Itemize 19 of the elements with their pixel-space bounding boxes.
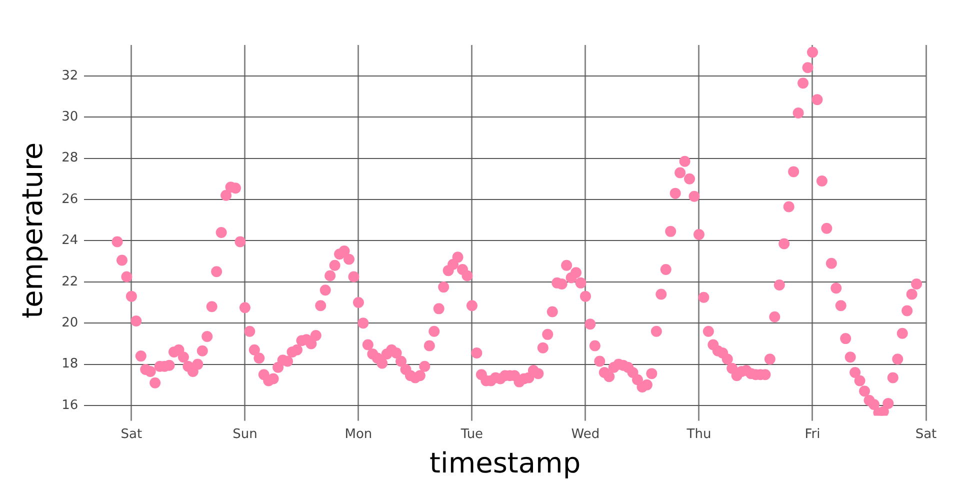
y-tick-label: 32 xyxy=(62,68,78,84)
y-tick-label: 30 xyxy=(62,109,78,124)
x-tick-label: Thu xyxy=(686,426,712,442)
x-axis-title: timestamp xyxy=(430,446,581,480)
y-tick-label: 20 xyxy=(62,315,78,330)
y-tick-label: 26 xyxy=(62,192,78,207)
y-tick-label: 22 xyxy=(62,274,78,290)
x-tick-label: Sun xyxy=(232,426,258,442)
y-tick-label: 24 xyxy=(62,233,78,248)
y-tick-label: 18 xyxy=(62,356,78,372)
x-tick-label: Mon xyxy=(344,426,372,442)
y-tick-label: 28 xyxy=(62,150,78,166)
x-tick-label: Wed xyxy=(571,426,600,442)
x-tick-label: Sat xyxy=(120,426,142,442)
x-tick-label: Tue xyxy=(460,426,484,442)
x-tick-label: Sat xyxy=(915,426,937,442)
y-axis-title: temperature xyxy=(16,142,50,318)
y-tick-label: 16 xyxy=(62,398,78,413)
x-tick-label: Fri xyxy=(804,426,820,442)
